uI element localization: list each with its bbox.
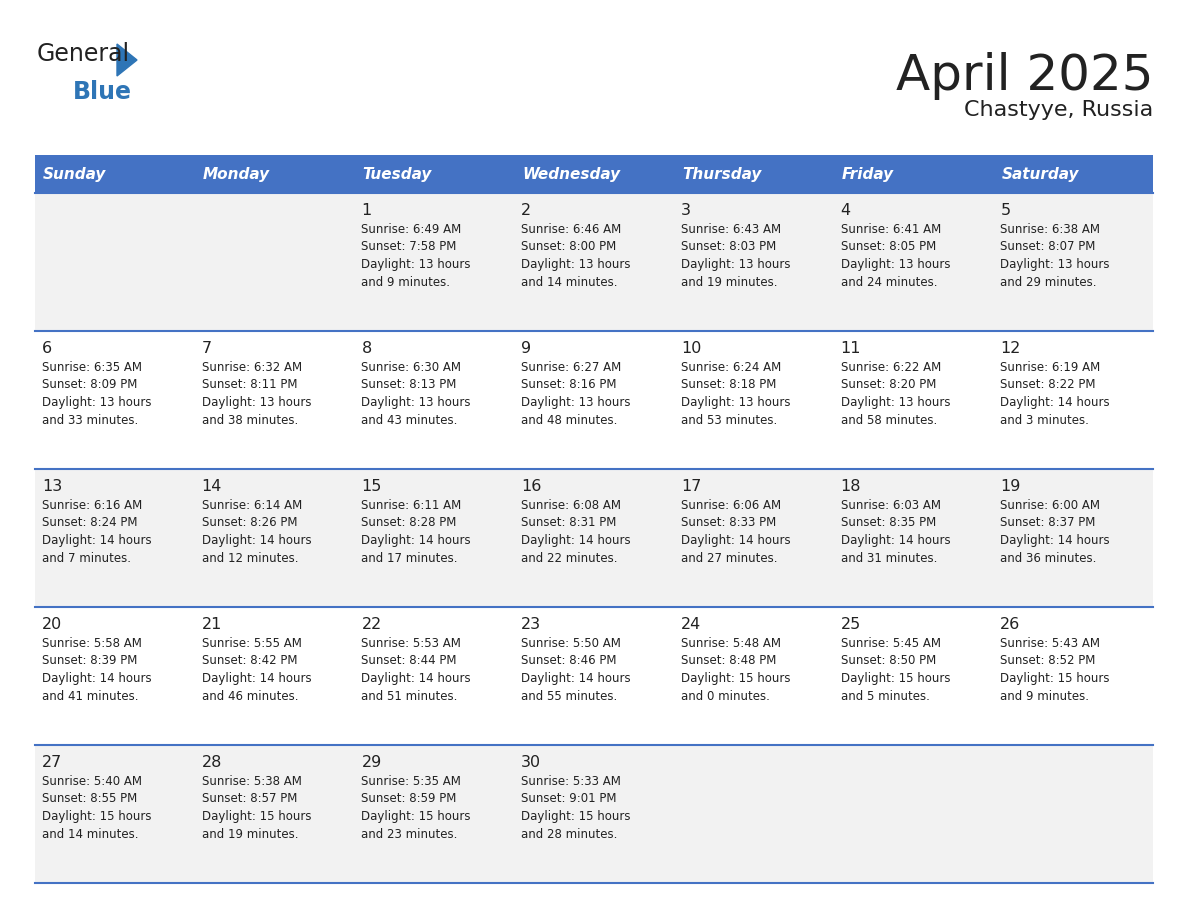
Text: Thursday: Thursday	[682, 166, 762, 182]
Text: 21: 21	[202, 617, 222, 632]
Text: 18: 18	[841, 479, 861, 494]
Text: 12: 12	[1000, 341, 1020, 356]
Text: Sunrise: 6:00 AM
Sunset: 8:37 PM
Daylight: 14 hours
and 36 minutes.: Sunrise: 6:00 AM Sunset: 8:37 PM Dayligh…	[1000, 499, 1110, 565]
Text: 19: 19	[1000, 479, 1020, 494]
Text: Sunrise: 5:35 AM
Sunset: 8:59 PM
Daylight: 15 hours
and 23 minutes.: Sunrise: 5:35 AM Sunset: 8:59 PM Dayligh…	[361, 775, 470, 841]
Bar	[34, 193, 1154, 331]
Text: Saturday: Saturday	[1001, 166, 1079, 182]
Text: 16: 16	[522, 479, 542, 494]
Text: Friday: Friday	[841, 166, 893, 182]
Text: Monday: Monday	[203, 166, 270, 182]
Text: Sunrise: 5:45 AM
Sunset: 8:50 PM
Daylight: 15 hours
and 5 minutes.: Sunrise: 5:45 AM Sunset: 8:50 PM Dayligh…	[841, 637, 950, 702]
Text: 13: 13	[42, 479, 62, 494]
Text: 9: 9	[522, 341, 531, 356]
Bar	[993, 155, 1154, 193]
Text: General: General	[37, 42, 131, 66]
Bar	[354, 155, 514, 193]
Text: Sunrise: 5:43 AM
Sunset: 8:52 PM
Daylight: 15 hours
and 9 minutes.: Sunrise: 5:43 AM Sunset: 8:52 PM Dayligh…	[1000, 637, 1110, 702]
Text: 23: 23	[522, 617, 542, 632]
Text: 24: 24	[681, 617, 701, 632]
Text: Sunrise: 6:14 AM
Sunset: 8:26 PM
Daylight: 14 hours
and 12 minutes.: Sunrise: 6:14 AM Sunset: 8:26 PM Dayligh…	[202, 499, 311, 565]
Text: Sunrise: 6:41 AM
Sunset: 8:05 PM
Daylight: 13 hours
and 24 minutes.: Sunrise: 6:41 AM Sunset: 8:05 PM Dayligh…	[841, 223, 950, 288]
Text: 3: 3	[681, 203, 691, 218]
Text: 11: 11	[841, 341, 861, 356]
Bar	[514, 155, 674, 193]
Text: Sunrise: 5:50 AM
Sunset: 8:46 PM
Daylight: 14 hours
and 55 minutes.: Sunrise: 5:50 AM Sunset: 8:46 PM Dayligh…	[522, 637, 631, 702]
Bar	[34, 607, 1154, 745]
Text: 25: 25	[841, 617, 861, 632]
Text: Sunday: Sunday	[43, 166, 107, 182]
Text: Sunrise: 6:06 AM
Sunset: 8:33 PM
Daylight: 14 hours
and 27 minutes.: Sunrise: 6:06 AM Sunset: 8:33 PM Dayligh…	[681, 499, 790, 565]
Text: 14: 14	[202, 479, 222, 494]
Text: Sunrise: 6:32 AM
Sunset: 8:11 PM
Daylight: 13 hours
and 38 minutes.: Sunrise: 6:32 AM Sunset: 8:11 PM Dayligh…	[202, 361, 311, 427]
Text: Sunrise: 5:55 AM
Sunset: 8:42 PM
Daylight: 14 hours
and 46 minutes.: Sunrise: 5:55 AM Sunset: 8:42 PM Dayligh…	[202, 637, 311, 702]
Text: 30: 30	[522, 755, 542, 770]
Bar	[834, 155, 993, 193]
Text: 29: 29	[361, 755, 381, 770]
Text: Sunrise: 5:33 AM
Sunset: 9:01 PM
Daylight: 15 hours
and 28 minutes.: Sunrise: 5:33 AM Sunset: 9:01 PM Dayligh…	[522, 775, 631, 841]
Text: Wednesday: Wednesday	[523, 166, 620, 182]
Text: Sunrise: 5:48 AM
Sunset: 8:48 PM
Daylight: 15 hours
and 0 minutes.: Sunrise: 5:48 AM Sunset: 8:48 PM Dayligh…	[681, 637, 790, 702]
Text: Sunrise: 6:11 AM
Sunset: 8:28 PM
Daylight: 14 hours
and 17 minutes.: Sunrise: 6:11 AM Sunset: 8:28 PM Dayligh…	[361, 499, 472, 565]
Text: 10: 10	[681, 341, 701, 356]
Text: Sunrise: 6:35 AM
Sunset: 8:09 PM
Daylight: 13 hours
and 33 minutes.: Sunrise: 6:35 AM Sunset: 8:09 PM Dayligh…	[42, 361, 152, 427]
Text: Chastyye, Russia: Chastyye, Russia	[963, 100, 1154, 120]
Text: Sunrise: 5:58 AM
Sunset: 8:39 PM
Daylight: 14 hours
and 41 minutes.: Sunrise: 5:58 AM Sunset: 8:39 PM Dayligh…	[42, 637, 152, 702]
Text: Sunrise: 6:38 AM
Sunset: 8:07 PM
Daylight: 13 hours
and 29 minutes.: Sunrise: 6:38 AM Sunset: 8:07 PM Dayligh…	[1000, 223, 1110, 288]
Bar	[34, 745, 1154, 883]
Text: 5: 5	[1000, 203, 1011, 218]
Bar	[195, 155, 354, 193]
Bar	[34, 155, 195, 193]
Text: Sunrise: 5:40 AM
Sunset: 8:55 PM
Daylight: 15 hours
and 14 minutes.: Sunrise: 5:40 AM Sunset: 8:55 PM Dayligh…	[42, 775, 152, 841]
Bar	[674, 155, 834, 193]
Text: Sunrise: 5:53 AM
Sunset: 8:44 PM
Daylight: 14 hours
and 51 minutes.: Sunrise: 5:53 AM Sunset: 8:44 PM Dayligh…	[361, 637, 472, 702]
Bar	[34, 469, 1154, 607]
Text: 6: 6	[42, 341, 52, 356]
Text: April 2025: April 2025	[896, 52, 1154, 100]
Text: 17: 17	[681, 479, 701, 494]
Text: 22: 22	[361, 617, 381, 632]
Text: 27: 27	[42, 755, 62, 770]
Polygon shape	[116, 44, 137, 76]
Text: 15: 15	[361, 479, 381, 494]
Text: Sunrise: 6:24 AM
Sunset: 8:18 PM
Daylight: 13 hours
and 53 minutes.: Sunrise: 6:24 AM Sunset: 8:18 PM Dayligh…	[681, 361, 790, 427]
Text: 1: 1	[361, 203, 372, 218]
Text: 7: 7	[202, 341, 211, 356]
Text: Blue: Blue	[72, 80, 132, 104]
Text: Sunrise: 6:22 AM
Sunset: 8:20 PM
Daylight: 13 hours
and 58 minutes.: Sunrise: 6:22 AM Sunset: 8:20 PM Dayligh…	[841, 361, 950, 427]
Text: Sunrise: 6:08 AM
Sunset: 8:31 PM
Daylight: 14 hours
and 22 minutes.: Sunrise: 6:08 AM Sunset: 8:31 PM Dayligh…	[522, 499, 631, 565]
Text: Sunrise: 6:46 AM
Sunset: 8:00 PM
Daylight: 13 hours
and 14 minutes.: Sunrise: 6:46 AM Sunset: 8:00 PM Dayligh…	[522, 223, 631, 288]
Text: Sunrise: 6:27 AM
Sunset: 8:16 PM
Daylight: 13 hours
and 48 minutes.: Sunrise: 6:27 AM Sunset: 8:16 PM Dayligh…	[522, 361, 631, 427]
Text: Sunrise: 6:19 AM
Sunset: 8:22 PM
Daylight: 14 hours
and 3 minutes.: Sunrise: 6:19 AM Sunset: 8:22 PM Dayligh…	[1000, 361, 1110, 427]
Text: 2: 2	[522, 203, 531, 218]
Text: Sunrise: 6:30 AM
Sunset: 8:13 PM
Daylight: 13 hours
and 43 minutes.: Sunrise: 6:30 AM Sunset: 8:13 PM Dayligh…	[361, 361, 470, 427]
Text: 28: 28	[202, 755, 222, 770]
Text: 8: 8	[361, 341, 372, 356]
Text: Tuesday: Tuesday	[362, 166, 431, 182]
Text: 4: 4	[841, 203, 851, 218]
Text: Sunrise: 6:43 AM
Sunset: 8:03 PM
Daylight: 13 hours
and 19 minutes.: Sunrise: 6:43 AM Sunset: 8:03 PM Dayligh…	[681, 223, 790, 288]
Text: Sunrise: 6:03 AM
Sunset: 8:35 PM
Daylight: 14 hours
and 31 minutes.: Sunrise: 6:03 AM Sunset: 8:35 PM Dayligh…	[841, 499, 950, 565]
Text: 20: 20	[42, 617, 62, 632]
Text: 26: 26	[1000, 617, 1020, 632]
Text: Sunrise: 6:49 AM
Sunset: 7:58 PM
Daylight: 13 hours
and 9 minutes.: Sunrise: 6:49 AM Sunset: 7:58 PM Dayligh…	[361, 223, 470, 288]
Bar	[34, 331, 1154, 469]
Text: Sunrise: 6:16 AM
Sunset: 8:24 PM
Daylight: 14 hours
and 7 minutes.: Sunrise: 6:16 AM Sunset: 8:24 PM Dayligh…	[42, 499, 152, 565]
Text: Sunrise: 5:38 AM
Sunset: 8:57 PM
Daylight: 15 hours
and 19 minutes.: Sunrise: 5:38 AM Sunset: 8:57 PM Dayligh…	[202, 775, 311, 841]
